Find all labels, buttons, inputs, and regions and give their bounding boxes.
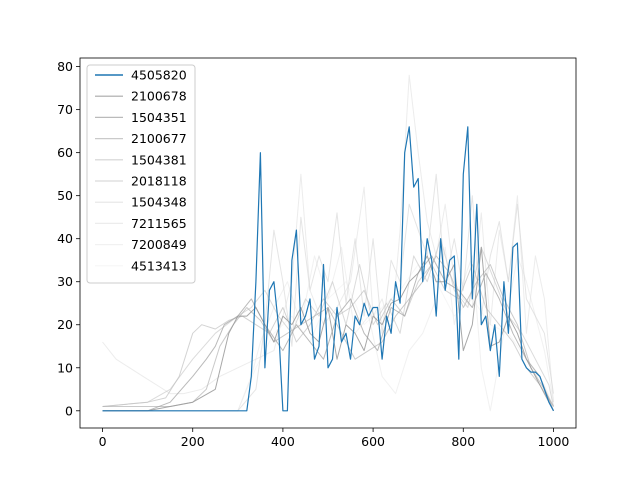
series-line-1504381 — [102, 264, 554, 407]
legend-frame — [86, 64, 196, 284]
x-axis: 0 200 400 600 800 1000 — [99, 428, 570, 449]
y-tick-label: 20 — [57, 317, 73, 332]
y-tick-label: 70 — [57, 102, 73, 117]
series-line-4505820 — [102, 126, 555, 412]
y-axis: 0 10 20 30 40 50 60 70 80 — [57, 59, 80, 418]
legend-label: 4505820 — [131, 68, 187, 83]
legend-label: 7211565 — [131, 216, 187, 231]
series-group — [102, 74, 555, 412]
axes-frame — [79, 57, 577, 429]
y-tick-label: 0 — [65, 403, 73, 418]
x-tick-label: 0 — [99, 434, 107, 449]
x-tick-label: 400 — [271, 434, 295, 449]
y-tick-label: 30 — [57, 274, 73, 289]
y-tick-label: 80 — [57, 59, 73, 74]
legend-label: 7200849 — [131, 237, 187, 252]
legend: 4505820 2100678 1504351 2100677 1504381 20181… — [86, 64, 196, 284]
x-tick-label: 1000 — [538, 434, 570, 449]
series-line-1504351 — [102, 255, 554, 412]
y-tick-label: 60 — [57, 145, 73, 160]
legend-label: 2100678 — [131, 89, 187, 104]
y-tick-label: 50 — [57, 188, 73, 203]
legend-label: 1504348 — [131, 195, 187, 210]
legend-label: 2018118 — [131, 174, 187, 189]
series-line-2100678 — [102, 246, 554, 412]
y-tick-label: 40 — [57, 231, 73, 246]
legend-label: 2100677 — [131, 131, 187, 146]
series-line-2100677 — [102, 255, 554, 407]
x-tick-label: 200 — [181, 434, 205, 449]
x-tick-label: 800 — [451, 434, 475, 449]
legend-label: 1504351 — [131, 110, 187, 125]
legend-label: 1504381 — [131, 152, 187, 167]
y-tick-label: 10 — [57, 360, 73, 375]
legend-label: 4513413 — [131, 258, 187, 273]
x-tick-label: 600 — [361, 434, 385, 449]
plot-area — [79, 57, 577, 429]
